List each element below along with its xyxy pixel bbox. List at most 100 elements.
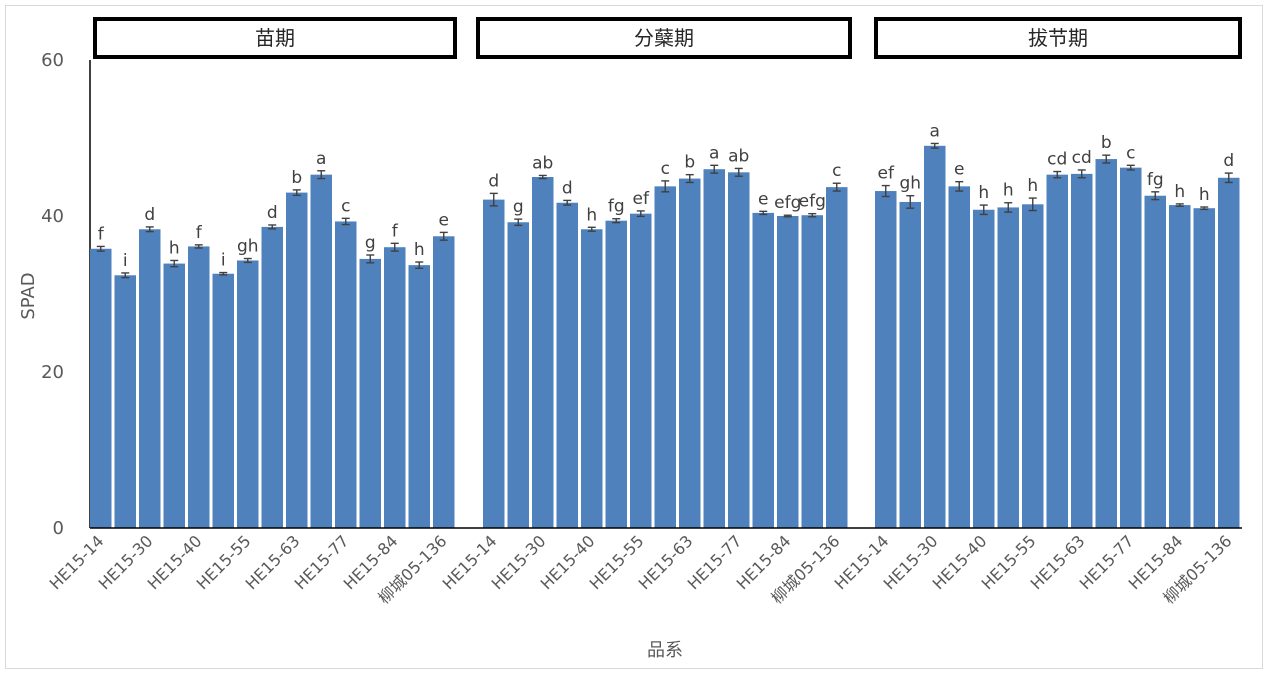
bar: [948, 186, 970, 529]
bar: [875, 191, 897, 529]
bar: [654, 186, 676, 529]
bar: [507, 222, 529, 529]
bar: [1193, 208, 1215, 528]
x-axis: HE15-14HE15-30HE15-40HE15-55HE15-63HE15-…: [46, 527, 1242, 608]
bar: [605, 220, 627, 528]
bar: [532, 177, 554, 528]
panel-title-box: [476, 17, 852, 59]
bar: [1095, 159, 1117, 528]
bar: [163, 263, 185, 528]
bar: [801, 215, 823, 528]
significance-letter: a: [709, 143, 719, 163]
bar: [1169, 205, 1191, 528]
significance-letter: h: [1027, 176, 1038, 196]
significance-letter: a: [930, 121, 940, 141]
significance-letter: h: [1174, 182, 1185, 202]
significance-letter: d: [267, 203, 278, 223]
significance-letter: c: [832, 161, 841, 181]
significance-letter: fg: [608, 197, 625, 217]
significance-letter: h: [586, 205, 597, 225]
panel-title: 拔节期: [1028, 26, 1088, 50]
bar: [703, 169, 725, 528]
significance-letter: h: [169, 238, 180, 258]
bar: [310, 174, 332, 528]
significance-letter: b: [291, 168, 302, 188]
y-tick-label: 60: [41, 50, 64, 71]
significance-letter: gh: [237, 237, 259, 257]
significance-letter: h: [1003, 181, 1014, 201]
bar: [1218, 177, 1240, 528]
bar: [90, 248, 112, 528]
significance-letter: b: [1101, 133, 1112, 153]
y-tick-label: 40: [41, 206, 64, 227]
bar: [728, 172, 750, 528]
significance-letter: c: [1126, 143, 1135, 163]
significance-letter: f: [392, 221, 399, 241]
significance-letter: i: [123, 251, 128, 271]
significance-letter: e: [758, 189, 768, 209]
significance-letter: fg: [1147, 170, 1164, 190]
significance-letter: ef: [633, 189, 650, 209]
significance-letter: ab: [532, 153, 553, 173]
bar: [286, 192, 308, 528]
significance-letter: e: [954, 160, 964, 180]
x-axis-title: 品系: [647, 640, 683, 661]
significance-letter: f: [196, 223, 203, 243]
significance-letter: gh: [899, 174, 921, 194]
bar: [973, 209, 995, 528]
significance-letter: efg: [799, 192, 826, 212]
y-axis-title: SPAD: [18, 272, 39, 319]
bar: [1144, 195, 1166, 528]
bar: [114, 275, 136, 528]
bar: [826, 187, 848, 528]
significance-letter: d: [562, 178, 573, 198]
bar: [188, 246, 210, 529]
bar: [139, 229, 161, 528]
significance-letter: e: [439, 210, 449, 230]
panel-titles: 苗期 分蘖期 拔节期: [93, 17, 1242, 59]
bar: [997, 207, 1019, 529]
significance-letter: d: [1223, 151, 1234, 171]
bar: [1046, 174, 1068, 528]
bar: [679, 178, 701, 528]
bar: [1071, 173, 1093, 528]
bar: [581, 229, 603, 528]
y-axis: 0 20 40 60: [41, 50, 91, 539]
significance-letter: b: [684, 153, 695, 173]
significance-letter: d: [144, 205, 155, 225]
y-tick-label: 0: [53, 518, 64, 539]
bar: [237, 260, 259, 528]
panel-title-box: [93, 17, 457, 59]
bar: [212, 273, 234, 528]
significance-letter: c: [661, 159, 670, 179]
panel-title: 分蘖期: [634, 26, 694, 50]
significance-letter: cd: [1047, 150, 1067, 170]
bar: [384, 247, 406, 528]
bar: [483, 199, 505, 528]
significance-letter: g: [513, 197, 524, 217]
significance-letter: a: [316, 149, 326, 169]
significance-letter: i: [221, 251, 226, 271]
significance-letter: c: [341, 196, 350, 216]
bar: [924, 145, 946, 529]
significance-letter: f: [98, 224, 105, 244]
bar: [359, 258, 381, 528]
bar: [261, 226, 283, 529]
significance-letter: h: [1199, 185, 1210, 205]
bar: [1022, 204, 1044, 529]
bar: [777, 216, 799, 528]
significance-letter: g: [365, 233, 376, 253]
bar: [556, 202, 578, 529]
bar: [408, 265, 430, 528]
bar: [899, 201, 921, 528]
significance-letter: ef: [878, 164, 895, 184]
significance-letter: cd: [1072, 148, 1092, 168]
bar: [335, 221, 357, 528]
significance-letter: efg: [774, 193, 801, 213]
significance-letter: ab: [728, 146, 749, 166]
panel-title-box: [874, 17, 1242, 59]
bar: [630, 213, 652, 528]
significance-letter: h: [978, 183, 989, 203]
